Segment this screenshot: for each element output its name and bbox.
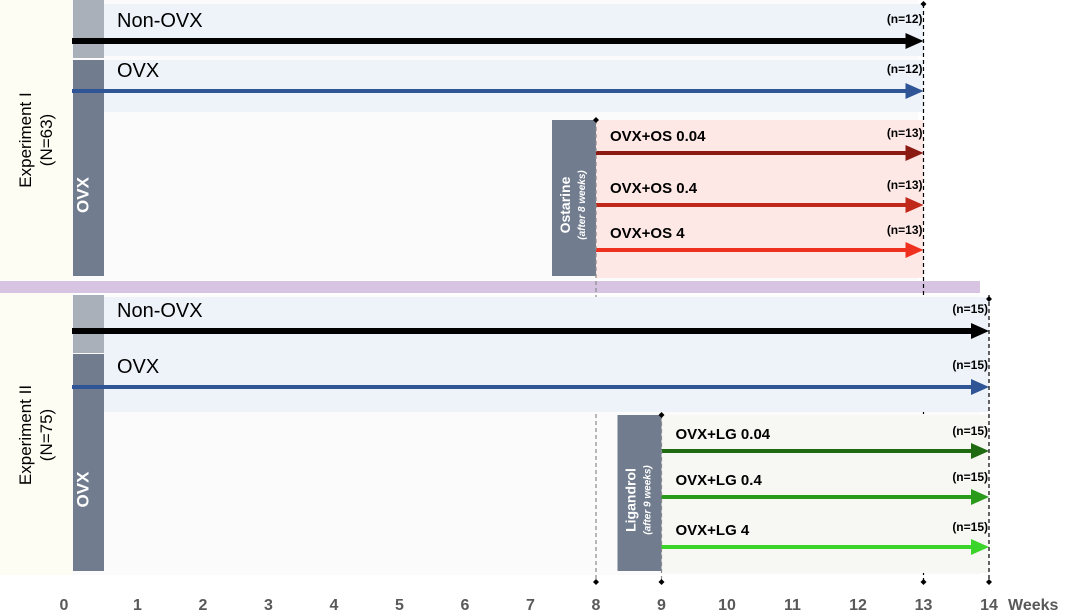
experiment-count: (N=63) <box>37 114 56 166</box>
group-label: OVX+OS 0.04 <box>610 128 706 145</box>
sham-bar <box>73 0 104 58</box>
treatment-name: Ligandrol <box>623 468 639 532</box>
row-band-ovx <box>104 354 989 412</box>
group-label: OVX+LG 4 <box>676 522 750 539</box>
treatment-note: (after 9 weeks) <box>643 465 654 535</box>
x-tick-label: 1 <box>133 597 142 613</box>
arrow-head-ovx-os-4 <box>905 242 924 258</box>
x-tick-label: 2 <box>199 597 208 613</box>
group-label: OVX+OS 0.4 <box>610 180 698 197</box>
experiment-divider <box>0 281 980 293</box>
group-n-count: (n=13) <box>887 223 923 237</box>
x-tick-label: 10 <box>718 597 736 613</box>
ovx-surgery-bar <box>73 354 104 571</box>
x-tick-label: 7 <box>526 597 535 613</box>
x-tick-label: 4 <box>330 597 339 613</box>
group-n-count: (n=15) <box>952 424 988 438</box>
x-tick-label: 3 <box>264 597 273 613</box>
x-tick-label: 12 <box>849 597 867 613</box>
arrow-head-ovx-lg-0-04 <box>971 443 989 459</box>
group-n-count: (n=15) <box>952 302 988 316</box>
ovx-surgery-bar <box>73 60 104 276</box>
row-band-non-ovx <box>104 297 989 355</box>
arrow-head-ovx <box>905 83 924 99</box>
group-label: OVX+LG 0.4 <box>676 472 763 489</box>
arrow-head-ovx-os-0-4 <box>905 197 924 213</box>
arrow-head-ovx <box>971 379 989 395</box>
ovx-surgery-label: OVX <box>74 471 93 508</box>
sham-bar <box>73 295 104 353</box>
treatment-start-marker-top <box>593 117 599 123</box>
treatment-note: (after 8 weeks) <box>577 170 588 240</box>
x-tick-label: 8 <box>592 597 601 613</box>
group-label: Non-OVX <box>117 300 203 322</box>
x-axis-unit-label: Weeks <box>1008 597 1059 613</box>
x-tick-label: 0 <box>60 597 69 613</box>
end-week-marker-top <box>986 296 992 302</box>
group-label: OVX <box>117 60 159 82</box>
group-label: OVX+LG 0.04 <box>676 426 771 443</box>
x-tick-label: 9 <box>657 597 666 613</box>
arrow-head-non-ovx <box>905 33 924 49</box>
experiment-count: (N=75) <box>37 409 56 461</box>
group-n-count: (n=13) <box>887 178 923 192</box>
x-tick-label: 6 <box>461 597 470 613</box>
group-n-count: (n=15) <box>952 470 988 484</box>
x-tick-label: 13 <box>915 597 933 613</box>
treatment-start-marker-top <box>658 412 665 418</box>
treatment-bar <box>552 120 596 276</box>
experiment-label: Experiment I <box>16 92 35 187</box>
group-label: OVX+OS 4 <box>610 225 685 242</box>
end-week-marker-top <box>920 1 927 7</box>
arrow-head-ovx-os-0-04 <box>905 145 924 161</box>
axis-marker <box>593 579 599 585</box>
arrow-head-ovx-lg-0-4 <box>971 489 989 505</box>
x-tick-label: 5 <box>395 597 404 613</box>
treatment-name: Ostarine <box>557 176 573 233</box>
row-band-ovx <box>104 60 924 112</box>
axis-marker <box>986 579 992 585</box>
group-n-count: (n=12) <box>887 12 923 26</box>
group-n-count: (n=12) <box>887 62 923 76</box>
row-band-non-ovx <box>104 4 924 56</box>
group-n-count: (n=15) <box>952 520 988 534</box>
arrow-head-non-ovx <box>971 323 989 339</box>
x-tick-label: 14 <box>980 597 998 613</box>
group-n-count: (n=15) <box>952 358 988 372</box>
experiment-1-label-bg <box>0 0 72 280</box>
group-n-count: (n=13) <box>887 126 923 140</box>
experiment-label: Experiment II <box>16 385 35 485</box>
ovx-surgery-label: OVX <box>74 176 93 213</box>
x-tick-label: 11 <box>784 597 801 613</box>
treatment-bar <box>617 415 662 571</box>
axis-marker <box>920 579 927 585</box>
experiment-2-label-bg <box>0 292 72 575</box>
group-label: Non-OVX <box>117 10 203 32</box>
arrow-head-ovx-lg-4 <box>971 539 989 555</box>
axis-marker <box>658 579 665 585</box>
group-label: OVX <box>117 356 159 378</box>
